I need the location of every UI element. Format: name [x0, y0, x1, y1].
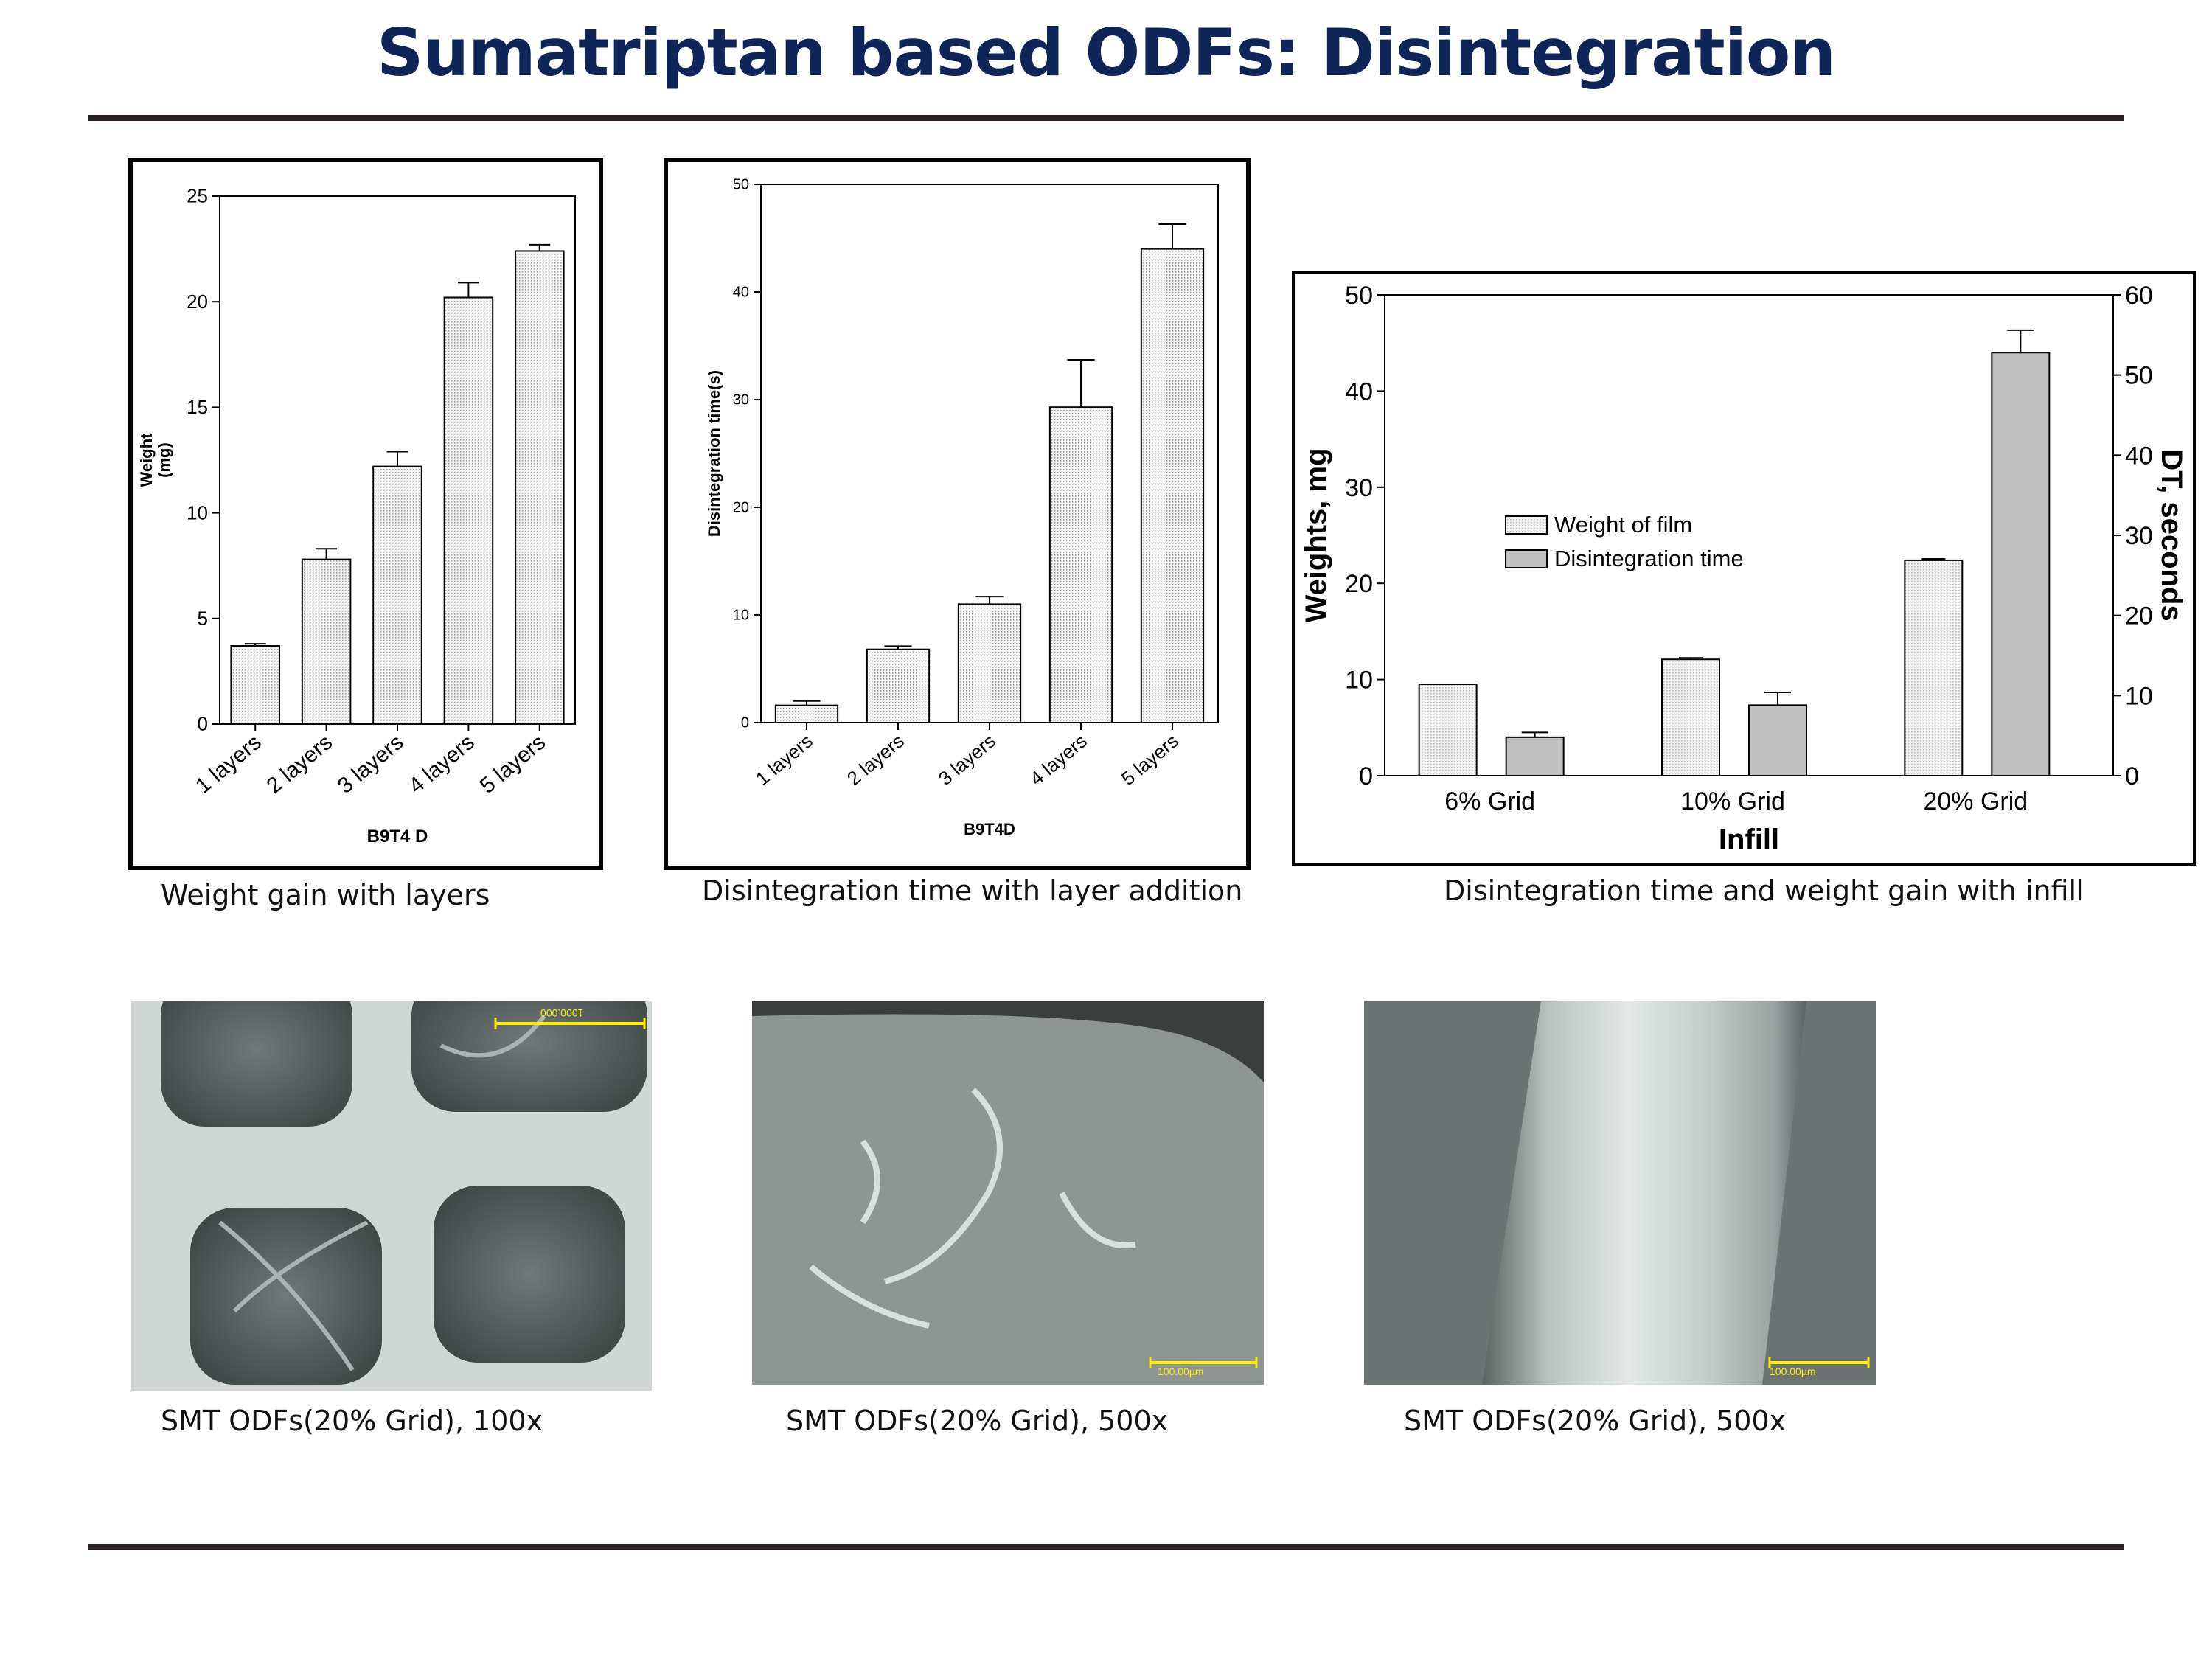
legend-swatch-weight [1505, 515, 1548, 535]
bar [515, 250, 565, 726]
legend-label-weight: Weight of film [1554, 512, 1692, 538]
y-axis-label-line2: (mg) [155, 442, 173, 478]
y-tick-label: 30 [1345, 474, 1373, 502]
y2-tick-label: 50 [2125, 362, 2153, 390]
micrograph-500x-a-image [752, 1001, 1264, 1385]
y2-tick-label: 60 [2125, 282, 2153, 310]
x-axis-label: Infill [1719, 824, 1779, 856]
y-tick-label: 5 [198, 607, 208, 629]
x-tick-label: 5 layers [1117, 730, 1183, 790]
y-tick-label: 10 [1345, 667, 1373, 695]
micrograph-100x-image [131, 1001, 652, 1391]
y-tick-label: 20 [733, 500, 749, 516]
chart3-svg: 0 10 20 30 40 50 0 10 20 30 40 50 60 6% Grid 10% Grid 2… [1300, 282, 2188, 856]
chart3-caption: Disintegration time and weight gain with… [1444, 874, 2084, 907]
bar-weight [1418, 684, 1478, 776]
y-tick-label: 20 [187, 291, 208, 313]
page-title: Sumatriptan based ODFs: Disintegration [377, 15, 1836, 91]
photo1-caption: SMT ODFs(20% Grid), 100x [161, 1405, 543, 1437]
x-tick-label: 2 layers [843, 730, 908, 790]
bar [230, 645, 280, 725]
bottom-divider [88, 1544, 2124, 1550]
x-axis-label: B9T4D [964, 820, 1015, 838]
x-tick-label: 1 layers [191, 730, 266, 799]
y-axis-label: Disintegration time(s) [705, 370, 723, 537]
bar [1048, 406, 1113, 723]
bar [774, 704, 839, 724]
micrograph-500x-b: 100.00µm [1364, 1001, 1876, 1385]
micrograph-500x-a: 100.00µm [752, 1001, 1264, 1385]
x-tick-label: 2 layers [262, 730, 337, 799]
y2-tick-label: 0 [2125, 762, 2139, 790]
x-tick-label: 5 layers [476, 730, 551, 799]
y-axis-label: Weights, mg [1300, 448, 1332, 622]
y-tick-label: 10 [187, 501, 208, 524]
y2-tick-label: 30 [2125, 522, 2153, 550]
x-tick-label: 20% Grid [1923, 787, 2028, 815]
x-tick-label: 4 layers [404, 730, 479, 799]
y2-tick-label: 20 [2125, 602, 2153, 630]
y-tick-label: 0 [1359, 762, 1373, 790]
bar [866, 648, 931, 723]
x-tick-label: 3 layers [333, 730, 408, 799]
x-tick-label: 4 layers [1026, 730, 1091, 790]
bar-weight [1904, 559, 1964, 776]
bar [1140, 248, 1205, 724]
bar [301, 558, 352, 725]
y2-tick-label: 40 [2125, 442, 2153, 470]
bar-weight [1661, 658, 1720, 776]
chart1-caption: Weight gain with layers [161, 879, 490, 911]
photo2-caption: SMT ODFs(20% Grid), 500x [786, 1405, 1169, 1437]
x-tick-label: 6% Grid [1444, 787, 1535, 815]
chart2-svg: 0 10 20 30 40 50 1 layers 2 layers 3 layers 4 lay… [705, 177, 1219, 838]
y-tick-label: 25 [187, 185, 208, 207]
photo3-caption: SMT ODFs(20% Grid), 500x [1404, 1405, 1787, 1437]
bar-dt [1505, 736, 1565, 777]
legend-label-dt: Disintegration time [1554, 546, 1744, 571]
bar [372, 465, 422, 725]
x-axis-label: B9T4 D [367, 827, 428, 846]
y2-axis-label: DT, seconds [2155, 449, 2188, 621]
chart-infill: 0 10 20 30 40 50 0 10 20 30 40 50 60 6% Grid 10% Grid 2… [1292, 271, 2196, 866]
x-tick-label: 3 layers [934, 730, 1000, 790]
bar-dt [1991, 352, 2051, 777]
y-tick-label: 40 [1345, 378, 1373, 406]
y-tick-label: 20 [1345, 570, 1373, 598]
micrograph-500x-b-image [1364, 1001, 1876, 1385]
legend-swatch-dt [1505, 549, 1548, 568]
y-tick-label: 50 [1345, 282, 1373, 310]
x-tick-label: 1 layers [751, 730, 817, 790]
scale-label-500x-b: 100.00µm [1770, 1366, 1816, 1377]
bar [443, 296, 494, 726]
scale-label-100x: 1000.000 [540, 1007, 584, 1019]
y-tick-label: 40 [733, 285, 749, 301]
x-tick-label: 10% Grid [1680, 787, 1785, 815]
scale-label-500x-a: 100.00µm [1158, 1366, 1204, 1377]
chart-weight-vs-layers: 0 5 10 15 20 25 1 layers 2 layers 3 layers 4 laye… [128, 158, 603, 870]
y-tick-label: 0 [741, 715, 749, 731]
micrograph-100x: 1000.000 [131, 1001, 652, 1391]
top-divider [88, 115, 2124, 121]
chart2-caption: Disintegration time with layer addition [702, 874, 1243, 907]
y-tick-label: 10 [733, 608, 749, 624]
y-axis-label-line1: Weight [137, 433, 156, 487]
bar [957, 603, 1022, 724]
y-tick-label: 50 [733, 177, 749, 193]
bar-dt [1748, 704, 1807, 777]
y-tick-label: 0 [198, 713, 208, 735]
y-tick-label: 30 [733, 392, 749, 408]
y2-tick-label: 10 [2125, 682, 2153, 710]
chart-dt-vs-layers: 0 10 20 30 40 50 1 layers 2 layers 3 layers 4 lay… [664, 158, 1251, 870]
y-tick-label: 15 [187, 396, 208, 418]
